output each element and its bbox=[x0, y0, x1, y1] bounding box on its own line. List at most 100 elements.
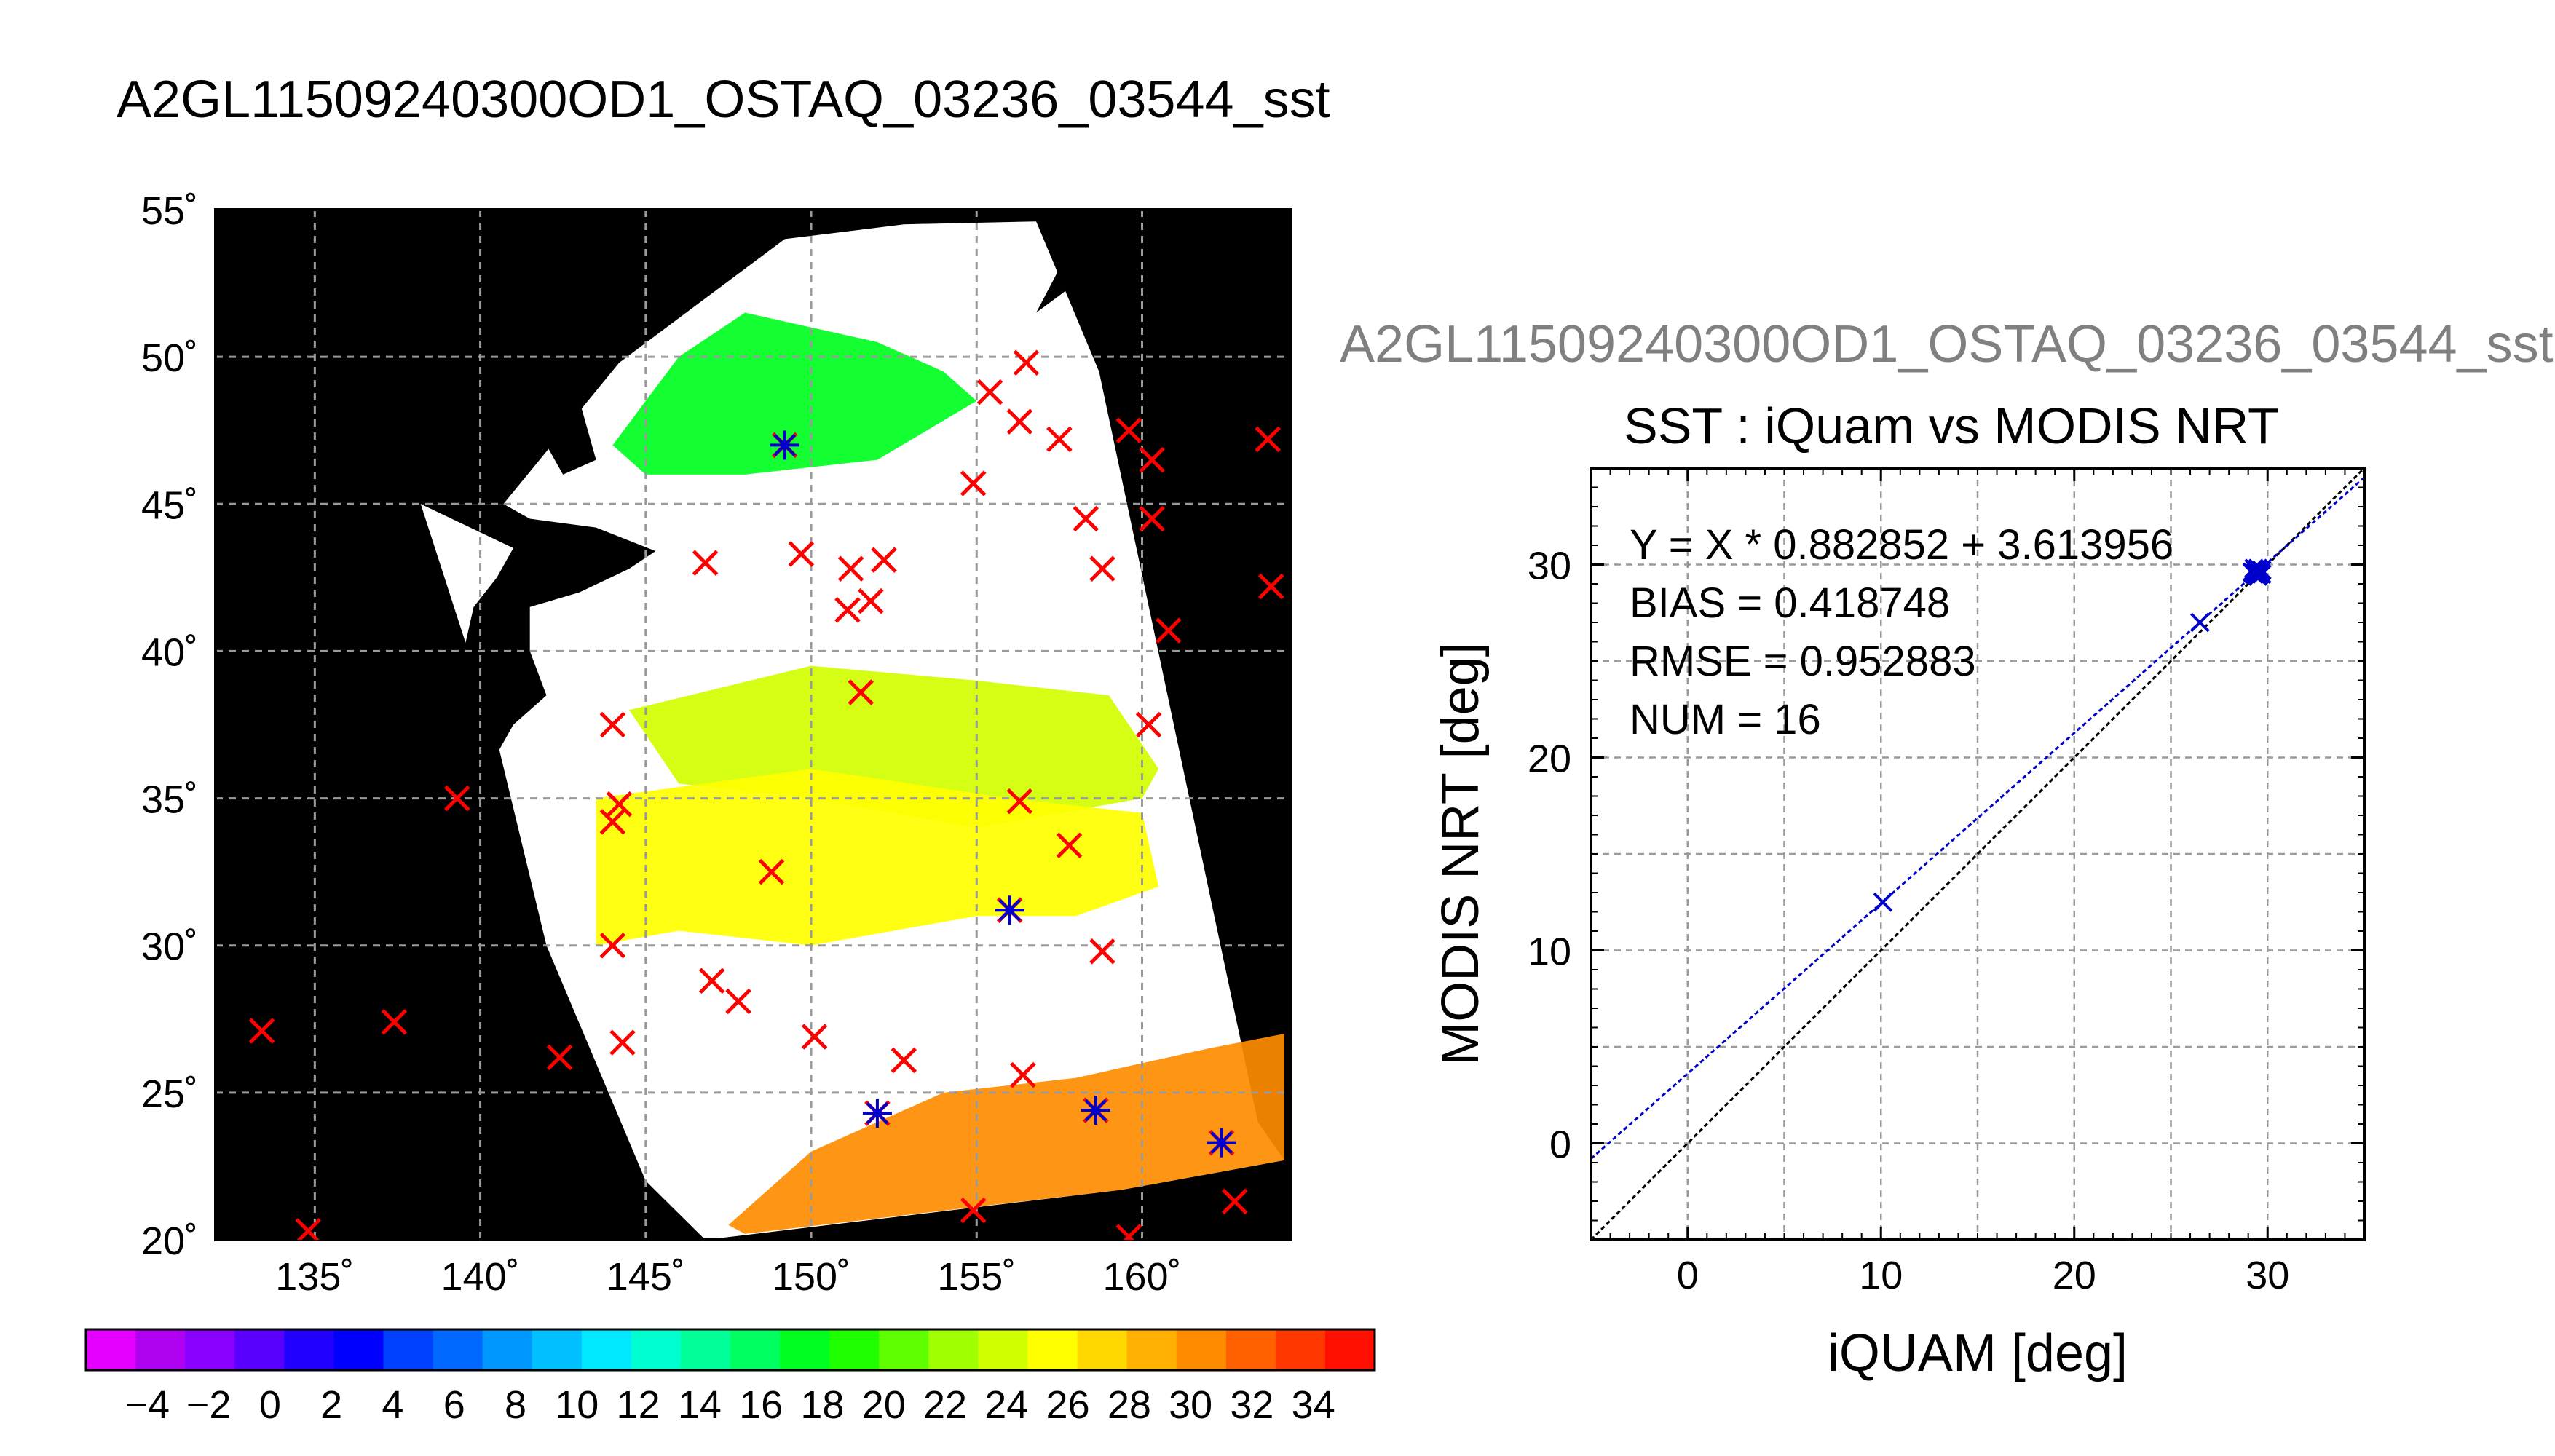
iquam-marker bbox=[1139, 446, 1165, 473]
colorbar-cell bbox=[680, 1329, 731, 1370]
colorbar-label: 18 bbox=[800, 1383, 844, 1427]
colorbar-cell bbox=[433, 1329, 483, 1370]
colorbar-cell bbox=[185, 1329, 235, 1370]
map-grid bbox=[216, 210, 1291, 1240]
colorbar-label: −4 bbox=[125, 1383, 170, 1427]
colorbar-cell bbox=[631, 1329, 682, 1370]
iquam-marker bbox=[1046, 426, 1073, 453]
matchup-marker-blue bbox=[1207, 1128, 1236, 1158]
map-y-tick-label: 45˚ bbox=[141, 483, 198, 527]
iquam-marker bbox=[848, 679, 874, 705]
iquam-marker bbox=[1010, 1061, 1036, 1088]
colorbar-cell bbox=[1275, 1329, 1326, 1370]
colorbar-cell bbox=[1126, 1329, 1177, 1370]
colorbar-label: 6 bbox=[443, 1383, 465, 1427]
iquam-marker bbox=[1115, 417, 1142, 443]
scatter-x-tick-label: 30 bbox=[2246, 1254, 2289, 1297]
colorbar-label: 30 bbox=[1169, 1383, 1212, 1427]
iquam-marker bbox=[698, 968, 725, 994]
map-y-tick-label: 20˚ bbox=[141, 1219, 198, 1263]
colorbar-label: 12 bbox=[617, 1383, 660, 1427]
colorbar-cell bbox=[780, 1329, 830, 1370]
iquam-marker bbox=[725, 988, 751, 1015]
matchup-marker-blue bbox=[862, 1099, 892, 1128]
iquam-marker bbox=[834, 597, 861, 623]
map-title: A2GL11509240300OD1_OSTAQ_03236_03544_sst bbox=[117, 71, 1330, 129]
colorbar-cell bbox=[135, 1329, 186, 1370]
iquam-marker bbox=[1056, 832, 1083, 859]
colorbar-cell bbox=[284, 1329, 334, 1370]
colorbar-label: 0 bbox=[259, 1383, 281, 1427]
colorbar-cell bbox=[879, 1329, 929, 1370]
y-axis-label: MODIS NRT [deg] bbox=[1431, 642, 1490, 1066]
colorbar-cell bbox=[1225, 1329, 1276, 1370]
colorbar-label: 24 bbox=[984, 1383, 1028, 1427]
swath-layer bbox=[420, 221, 1284, 1240]
colorbar-label: 34 bbox=[1292, 1383, 1335, 1427]
iquam-marker bbox=[1089, 938, 1115, 965]
scatter-title: SST : iQuam vs MODIS NRT bbox=[1624, 397, 2279, 454]
colorbar-cell bbox=[1176, 1329, 1227, 1370]
iquam-marker bbox=[1255, 426, 1281, 453]
map-x-tick-label: 135˚ bbox=[275, 1255, 354, 1299]
iquam-marker bbox=[1221, 1188, 1248, 1215]
colorbar-label: −2 bbox=[186, 1383, 232, 1427]
colorbar: −4 −2 0 2 4 6 8 10 12 14 16 18 20 22 24 26 28 30 32 34 bbox=[84, 1328, 1376, 1427]
colorbar-cell bbox=[1027, 1329, 1078, 1370]
colorbar-label: 10 bbox=[555, 1383, 599, 1427]
colorbar-frame bbox=[84, 1328, 1376, 1372]
iquam-marker bbox=[599, 809, 626, 835]
iquam-marker bbox=[1156, 617, 1182, 644]
iquam-marker bbox=[546, 1044, 573, 1071]
iquam-marker bbox=[1089, 555, 1115, 582]
colorbar-cell bbox=[333, 1329, 384, 1370]
land-sakhalin bbox=[526, 312, 596, 475]
iquam-marker bbox=[837, 555, 864, 582]
scatter-file-title: A2GL11509240300OD1_OSTAQ_03236_03544_sst bbox=[1340, 315, 2554, 373]
land-kamchatka bbox=[1036, 221, 1109, 313]
colorbar-cell bbox=[86, 1329, 136, 1370]
colorbar-label: 20 bbox=[862, 1383, 906, 1427]
colorbar-cell bbox=[581, 1329, 632, 1370]
colorbar-label: 14 bbox=[678, 1383, 722, 1427]
scatter-x-tick-label: 0 bbox=[1677, 1254, 1699, 1297]
colorbar-cell bbox=[383, 1329, 434, 1370]
map-y-tick-label: 30˚ bbox=[141, 925, 198, 969]
colorbar-label: 4 bbox=[382, 1383, 403, 1427]
scatter-panel: 0 10 20 30 0 10 20 30 Y = X * 0.882852 + 3.6139… bbox=[1431, 467, 2366, 1382]
scatter-y-tick-label: 0 bbox=[1549, 1123, 1571, 1167]
scatter-points bbox=[1873, 558, 2272, 912]
iquam-marker bbox=[891, 1047, 917, 1074]
scatter-x-tick-label: 20 bbox=[2053, 1254, 2096, 1297]
iquam-marker bbox=[248, 1018, 275, 1044]
colorbar-label: 2 bbox=[320, 1383, 342, 1427]
colorbar-cell bbox=[482, 1329, 533, 1370]
iquam-marker bbox=[295, 1218, 322, 1240]
colorbar-label: 26 bbox=[1046, 1383, 1090, 1427]
iquam-marker bbox=[692, 550, 719, 576]
iquam-marker bbox=[976, 379, 1003, 405]
iquam-marker bbox=[960, 470, 987, 496]
colorbar-label: 32 bbox=[1230, 1383, 1273, 1427]
map-x-tick-label: 160˚ bbox=[1102, 1255, 1181, 1299]
iquam-marker bbox=[1006, 408, 1033, 435]
map-x-tick-label: 155˚ bbox=[937, 1255, 1016, 1299]
colorbar-label: 8 bbox=[505, 1383, 526, 1427]
iquam-marker bbox=[1135, 711, 1162, 738]
colorbar-label: 22 bbox=[923, 1383, 967, 1427]
sst-band-north bbox=[612, 312, 977, 475]
x-axis-label: iQUAM [deg] bbox=[1828, 1324, 2128, 1382]
iquam-marker bbox=[599, 932, 626, 959]
map-panel: 135˚ 140˚ 145˚ 150˚ 155˚ 160˚ 20˚ 25˚ 30˚ 35˚ 40˚… bbox=[141, 189, 1292, 1299]
map-frame bbox=[214, 208, 1292, 1241]
map-y-tick-label: 40˚ bbox=[141, 630, 198, 674]
iquam-marker bbox=[1013, 349, 1040, 376]
colorbar-cell bbox=[234, 1329, 285, 1370]
scatter-y-tick-label: 20 bbox=[1528, 737, 1571, 781]
colorbar-cell bbox=[730, 1329, 781, 1370]
matchup-marker-blue bbox=[1081, 1096, 1110, 1125]
iquam-marker bbox=[606, 791, 633, 818]
map-x-tick-label: 140˚ bbox=[441, 1255, 520, 1299]
iquam-marker bbox=[443, 785, 470, 812]
